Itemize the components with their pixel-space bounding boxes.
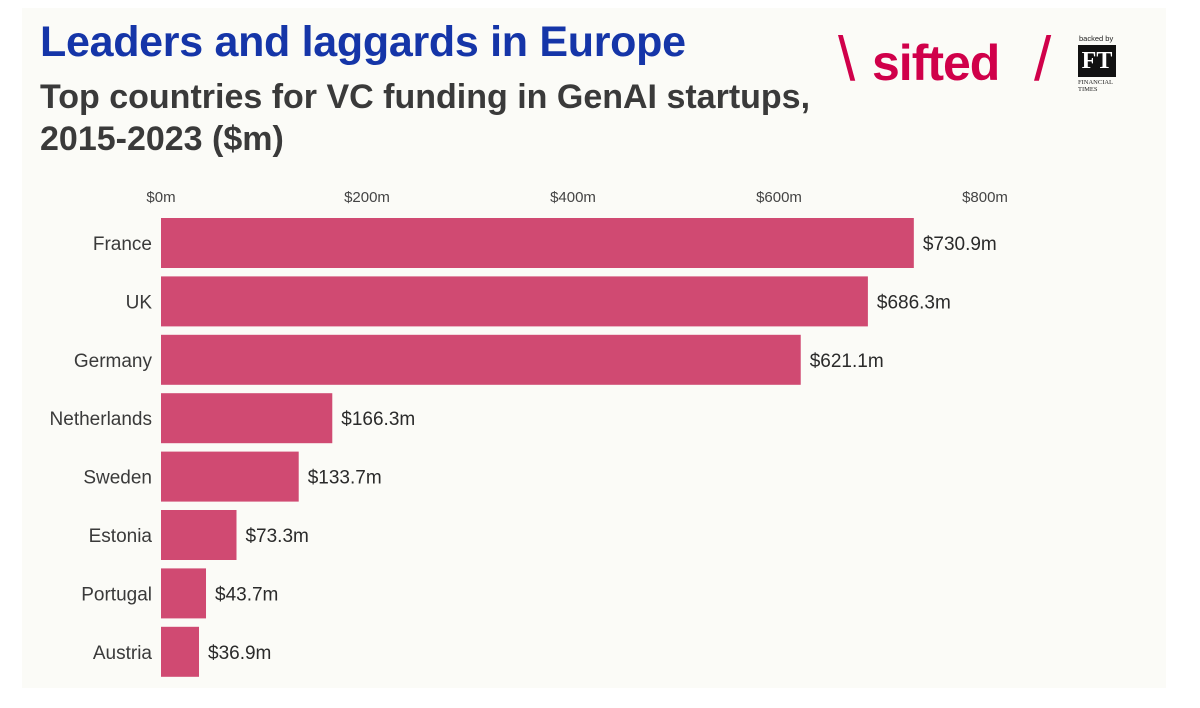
x-tick-label: $400m [550,189,596,206]
x-tick-label: $0m [146,189,175,206]
value-label: $686.3m [877,292,951,313]
logo-wordmark: sifted [872,35,1000,91]
bar [161,393,333,444]
bar [161,568,207,619]
bar [161,510,237,560]
category-label: France [93,234,152,255]
logo-backslash-icon: \ [838,25,856,94]
value-label: $133.7m [308,468,382,489]
x-tick-label: $600m [756,189,802,206]
value-label: $621.1m [810,351,884,372]
chart-subtitle: Top countries for VC funding in GenAI st… [40,78,811,158]
category-label: Portugal [81,584,152,605]
sifted-logo: \ sifted / backed by FT FINANCIAL TIMES [838,25,1128,106]
value-label: $43.7m [215,584,278,605]
value-label: $73.3m [245,526,308,547]
category-label: Germany [74,351,153,372]
category-label: Austria [93,643,153,664]
category-label: Estonia [89,526,153,547]
value-label: $166.3m [341,409,415,430]
bar [161,218,914,268]
logo-slash-icon: / [1034,25,1052,94]
value-label: $730.9m [923,234,997,255]
ft-logo-icon: FT [1078,45,1116,77]
category-label: UK [126,292,153,313]
value-label: $36.9m [208,643,271,664]
bar [161,451,299,502]
chart-title: Leaders and laggards in Europe [40,18,686,66]
category-label: Sweden [83,468,152,489]
ft-badge: backed by FT FINANCIAL TIMES [1076,34,1120,96]
x-tick-label: $800m [962,189,1008,206]
bar [161,334,801,385]
ft-backed-by: backed by [1079,34,1114,43]
bar [161,276,868,327]
x-tick-label: $200m [344,189,390,206]
category-label: Netherlands [50,409,152,430]
ft-name: FINANCIAL TIMES [1078,79,1113,93]
bar [161,626,200,677]
